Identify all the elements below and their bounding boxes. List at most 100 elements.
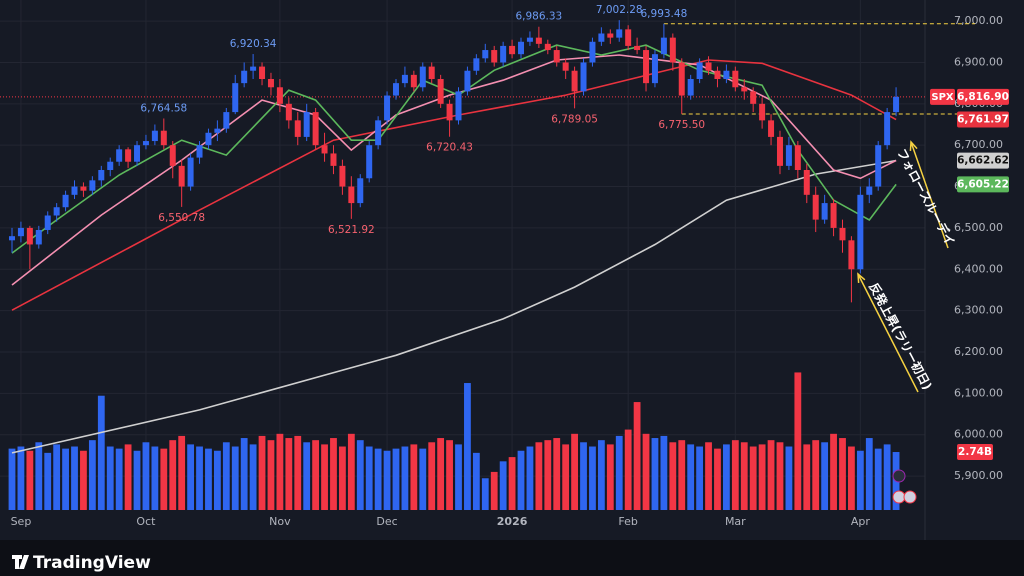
- x-tick-label: Sep: [11, 515, 32, 528]
- candle-body: [401, 74, 408, 84]
- volume-bar: [276, 433, 284, 510]
- candle-body: [303, 112, 310, 137]
- candle-body: [848, 240, 855, 270]
- volume-bar: [151, 446, 159, 510]
- extreme-label: 6,993.48: [641, 8, 688, 20]
- logo: [12, 555, 29, 569]
- volume-bar: [705, 442, 712, 510]
- ma-last-label: 6,605.22: [957, 178, 1009, 190]
- volume-bar: [321, 444, 328, 510]
- volume-bar: [848, 446, 855, 510]
- candle-body: [598, 33, 605, 42]
- candle-body: [428, 66, 435, 80]
- volume-bar: [347, 433, 355, 510]
- volume-bar: [865, 438, 873, 510]
- volume-bar: [481, 478, 489, 510]
- volume-bar: [571, 433, 578, 510]
- candle-body: [321, 145, 328, 154]
- extreme-label: 6,920.34: [230, 38, 277, 50]
- candle-body: [169, 145, 176, 166]
- event-icon: [903, 490, 917, 504]
- volume-bar: [17, 446, 25, 510]
- candle-body: [312, 112, 319, 146]
- x-tick-label: 2026: [497, 515, 528, 528]
- candle-body: [884, 112, 891, 146]
- candle-body: [875, 145, 882, 187]
- candle-body: [44, 215, 51, 230]
- symbol: SPX: [931, 92, 954, 103]
- extreme-label: 6,550.78: [158, 212, 205, 224]
- candle-body: [696, 62, 703, 80]
- candle-body: [419, 66, 426, 88]
- volume-bar: [124, 444, 132, 510]
- volume-bar: [660, 435, 668, 510]
- candle-body: [714, 70, 721, 80]
- volume-bar: [642, 433, 650, 510]
- volume-bar: [419, 448, 427, 510]
- candle-body: [375, 120, 382, 146]
- volume-bar: [856, 450, 864, 510]
- volume-bar: [196, 446, 203, 510]
- volume-bar: [776, 442, 784, 510]
- candle-body: [607, 33, 614, 38]
- volume-bar: [160, 448, 168, 510]
- volume-bar: [71, 446, 78, 510]
- extreme-label: 6,986.33: [515, 11, 562, 23]
- volume-bar: [544, 440, 552, 510]
- candle-body: [544, 43, 551, 51]
- candle-body: [357, 178, 364, 204]
- volume-bar: [812, 440, 820, 510]
- volume-bar: [749, 446, 757, 510]
- volume-bar: [535, 442, 543, 510]
- volume-bar: [133, 450, 141, 510]
- candle-body: [437, 79, 444, 104]
- volume-bar: [88, 440, 96, 510]
- ma-last-label-bg: [957, 176, 1009, 193]
- y-tick-label: 7,000.00: [954, 14, 1003, 27]
- candle-body: [857, 194, 864, 270]
- candle-body: [518, 41, 525, 55]
- candle-body: [26, 227, 33, 245]
- candle-body: [116, 149, 123, 162]
- candle-body: [580, 62, 587, 92]
- volume-bar: [633, 402, 641, 510]
- volume-bar: [249, 444, 257, 510]
- extreme-label: 6,764.58: [140, 102, 187, 114]
- volume-bar: [294, 435, 302, 510]
- arrow: [910, 141, 949, 249]
- volume-bar: [303, 442, 311, 510]
- volume-bar: [526, 446, 534, 510]
- volume-bar: [446, 440, 453, 510]
- candle-body: [723, 70, 730, 80]
- volume-bar: [267, 440, 275, 510]
- volume-bar: [97, 395, 105, 510]
- x-tick-label: Feb: [618, 515, 637, 528]
- candle-body: [366, 145, 373, 179]
- volume-bar: [106, 446, 114, 510]
- volume-bar: [562, 444, 570, 510]
- volume-bar: [374, 448, 382, 510]
- y-tick-label: 6,400.00: [954, 262, 1003, 275]
- candle-body: [491, 50, 498, 63]
- symbol-bg: [930, 88, 955, 105]
- volume-bar: [258, 435, 266, 510]
- candle-body: [62, 194, 69, 208]
- candle-body: [651, 54, 658, 84]
- candle-body: [509, 45, 516, 55]
- volume-bar: [723, 444, 730, 510]
- candle-body: [866, 186, 873, 195]
- volume-bar: [794, 372, 802, 510]
- ma-line: [11, 59, 897, 311]
- candle-body: [89, 180, 96, 191]
- candle-body: [562, 62, 569, 71]
- volume-bar: [874, 448, 882, 510]
- volume-bar: [740, 442, 748, 510]
- volume-bar: [606, 444, 614, 510]
- candle-body: [759, 103, 766, 121]
- volume-bar: [142, 442, 150, 510]
- candle-body: [214, 128, 221, 133]
- x-tick-label: Mar: [725, 515, 746, 528]
- y-tick-label: 6,500.00: [954, 221, 1003, 234]
- volume-bar: [330, 438, 337, 510]
- last-price-label-bg: [957, 88, 1009, 105]
